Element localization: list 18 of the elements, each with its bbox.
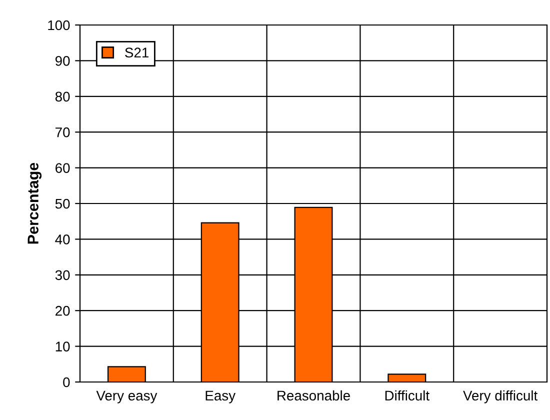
x-tick-label: Difficult [385,390,430,401]
y-tick-label: 70 [56,127,70,138]
y-tick-label: 90 [55,56,70,66]
x-tick-label: Reasonable [278,390,350,401]
y-tick-label: 30 [55,270,70,280]
x-tick-label: Very easy [96,390,158,404]
y-tick-label: 20 [56,306,70,316]
x-tick-label: Easy [206,390,236,404]
y-tick-label: 50 [55,198,70,209]
y-tick-label: 10 [56,342,70,352]
y-tick-label: 40 [55,234,70,244]
y-tick-label: 60 [56,163,70,173]
y-tick-label: 0 [63,377,70,388]
x-tick-label: Very difficult [463,390,538,404]
y-tick-label: 80 [55,92,70,102]
y-tick-label: 100 [48,20,70,30]
legend-label: S21 [125,48,148,58]
y-axis-title: Percentage [28,162,42,244]
